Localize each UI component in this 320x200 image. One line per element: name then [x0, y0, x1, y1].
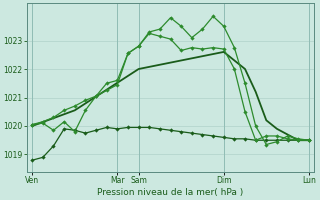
X-axis label: Pression niveau de la mer( hPa ): Pression niveau de la mer( hPa )	[97, 188, 244, 197]
